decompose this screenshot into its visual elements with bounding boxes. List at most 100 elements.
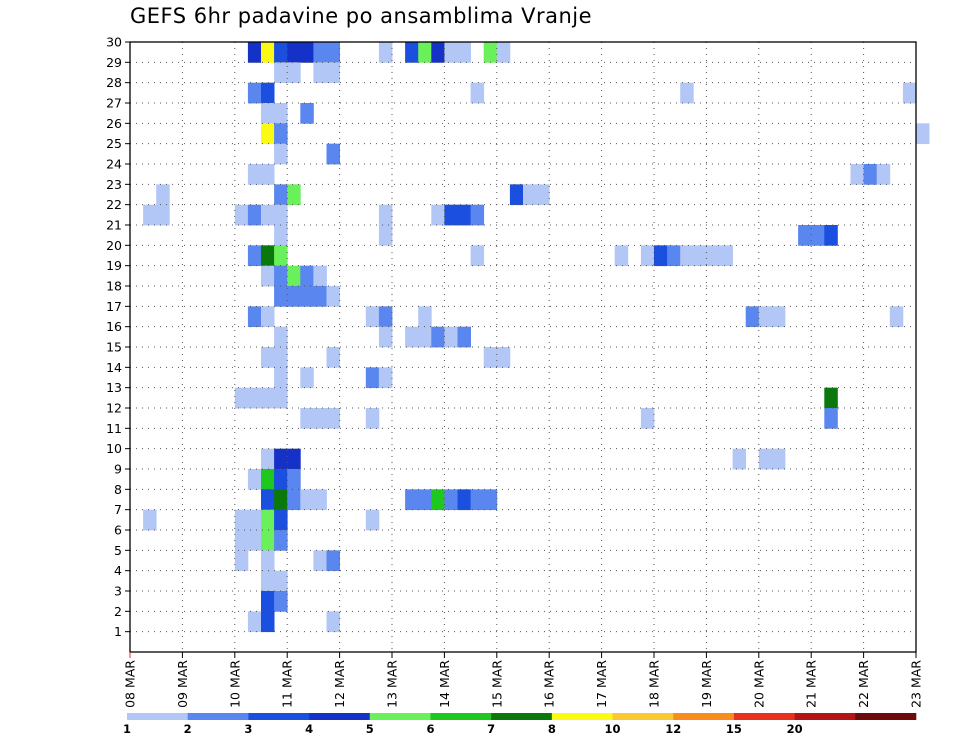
heatmap-cell — [640, 245, 655, 267]
heatmap-cell — [326, 611, 340, 633]
heatmap-cell — [287, 42, 301, 63]
heatmap-cell — [274, 489, 288, 511]
heatmap-cell — [850, 164, 864, 185]
legend-label: 7 — [487, 722, 495, 736]
heatmap-cell — [863, 164, 878, 185]
x-tick-label: 14 MAR — [437, 660, 452, 708]
heatmap-cell — [470, 82, 485, 104]
heatmap-cell — [326, 42, 340, 63]
x-tick-label: 18 MAR — [647, 660, 662, 708]
heatmap-cell — [274, 265, 288, 287]
heatmap-cell — [274, 367, 288, 389]
y-tick-label: 21 — [106, 218, 122, 233]
heatmap-cell — [418, 306, 432, 328]
heatmap-cell — [902, 82, 917, 104]
y-tick-label: 11 — [106, 421, 122, 436]
heatmap-cell — [274, 123, 288, 145]
heatmap-cell — [378, 42, 393, 63]
x-tick-label: 22 MAR — [856, 660, 871, 708]
legend-label: 10 — [605, 722, 621, 736]
heatmap-cell — [470, 245, 485, 267]
x-tick-label: 19 MAR — [699, 660, 714, 708]
heatmap-cell — [483, 42, 498, 63]
heatmap-cell — [509, 184, 524, 206]
heatmap-cell — [470, 204, 485, 226]
y-tick-label: 8 — [114, 482, 122, 497]
heatmap-cell — [261, 265, 275, 287]
heatmap-cell — [274, 469, 288, 490]
heatmap-cell — [274, 286, 288, 307]
heatmap-cell — [234, 204, 249, 226]
heatmap-cell — [745, 306, 760, 328]
heatmap-cell — [287, 184, 301, 206]
heatmap-cell — [876, 164, 891, 185]
heatmap-cell — [247, 164, 262, 185]
heatmap-cell — [418, 42, 432, 63]
heatmap-cell — [247, 204, 262, 226]
heatmap-cell — [365, 367, 380, 389]
heatmap-cell — [798, 225, 812, 246]
heatmap-cell — [274, 347, 288, 368]
x-tick-label: 15 MAR — [489, 660, 504, 708]
legend-label: 12 — [665, 722, 681, 736]
heatmap-cell — [313, 408, 327, 429]
x-tick-label: 13 MAR — [385, 660, 400, 708]
heatmap-cells — [143, 42, 930, 633]
x-tick-label: 09 MAR — [175, 660, 190, 708]
heatmap-cell — [300, 103, 314, 124]
heatmap-cell — [247, 306, 262, 328]
y-tick-label: 4 — [114, 563, 122, 578]
heatmap-cell — [261, 387, 275, 409]
heatmap-cell — [614, 245, 629, 267]
heatmap-cell — [378, 306, 393, 328]
legend-label: 15 — [726, 722, 742, 736]
heatmap-cell — [247, 530, 262, 551]
y-axis-ticks: 1234567891011121314151617181920212223242… — [106, 35, 130, 639]
heatmap-cell — [247, 42, 262, 63]
legend-swatch — [612, 713, 674, 720]
x-tick-label: 17 MAR — [594, 660, 609, 708]
heatmap-cell — [261, 489, 275, 511]
heatmap-cell — [771, 448, 786, 470]
heatmap-cell — [326, 550, 340, 572]
heatmap-cell — [326, 286, 340, 307]
y-tick-label: 30 — [106, 35, 122, 50]
x-tick-label: 10 MAR — [227, 660, 242, 708]
heatmap-cell — [274, 326, 288, 348]
y-tick-label: 18 — [106, 279, 122, 294]
heatmap-cell — [261, 123, 275, 145]
legend-swatch — [491, 713, 553, 720]
heatmap-cell — [771, 306, 786, 328]
heatmap-cell — [444, 489, 458, 511]
heatmap-cell — [261, 591, 275, 612]
heatmap-cell — [234, 509, 249, 531]
legend-label: 4 — [305, 722, 313, 736]
heatmap-cell — [326, 143, 340, 165]
heatmap-cell — [444, 42, 458, 63]
legend-swatch — [187, 713, 249, 720]
heatmap-cell — [261, 448, 275, 470]
heatmap-cell — [261, 530, 275, 551]
legend-label: 3 — [244, 722, 252, 736]
heatmap-cell — [418, 489, 432, 511]
heatmap-cell — [247, 387, 262, 409]
legend-swatch — [794, 713, 856, 720]
x-axis-ticks: 08 MAR 09 MAR 10 MAR 11 MAR 12 MAR 13 MAR 14 M… — [123, 652, 924, 708]
heatmap-cell — [824, 387, 838, 409]
heatmap-cell — [261, 611, 275, 633]
y-tick-label: 26 — [106, 116, 122, 131]
heatmap-cell — [274, 591, 288, 612]
heatmap-cell — [313, 286, 327, 307]
heatmap-cell — [811, 225, 825, 246]
heatmap-cell — [706, 245, 720, 267]
legend-label: 1 — [123, 722, 131, 736]
heatmap-cell — [444, 326, 458, 348]
heatmap-cell — [418, 326, 432, 348]
heatmap-cell — [300, 489, 314, 511]
y-tick-label: 1 — [114, 624, 122, 639]
heatmap-cell — [313, 265, 327, 287]
heatmap-cell — [365, 306, 380, 328]
x-tick-label: 16 MAR — [542, 660, 557, 708]
heatmap-cell — [824, 225, 838, 246]
heatmap-cell — [300, 367, 314, 389]
